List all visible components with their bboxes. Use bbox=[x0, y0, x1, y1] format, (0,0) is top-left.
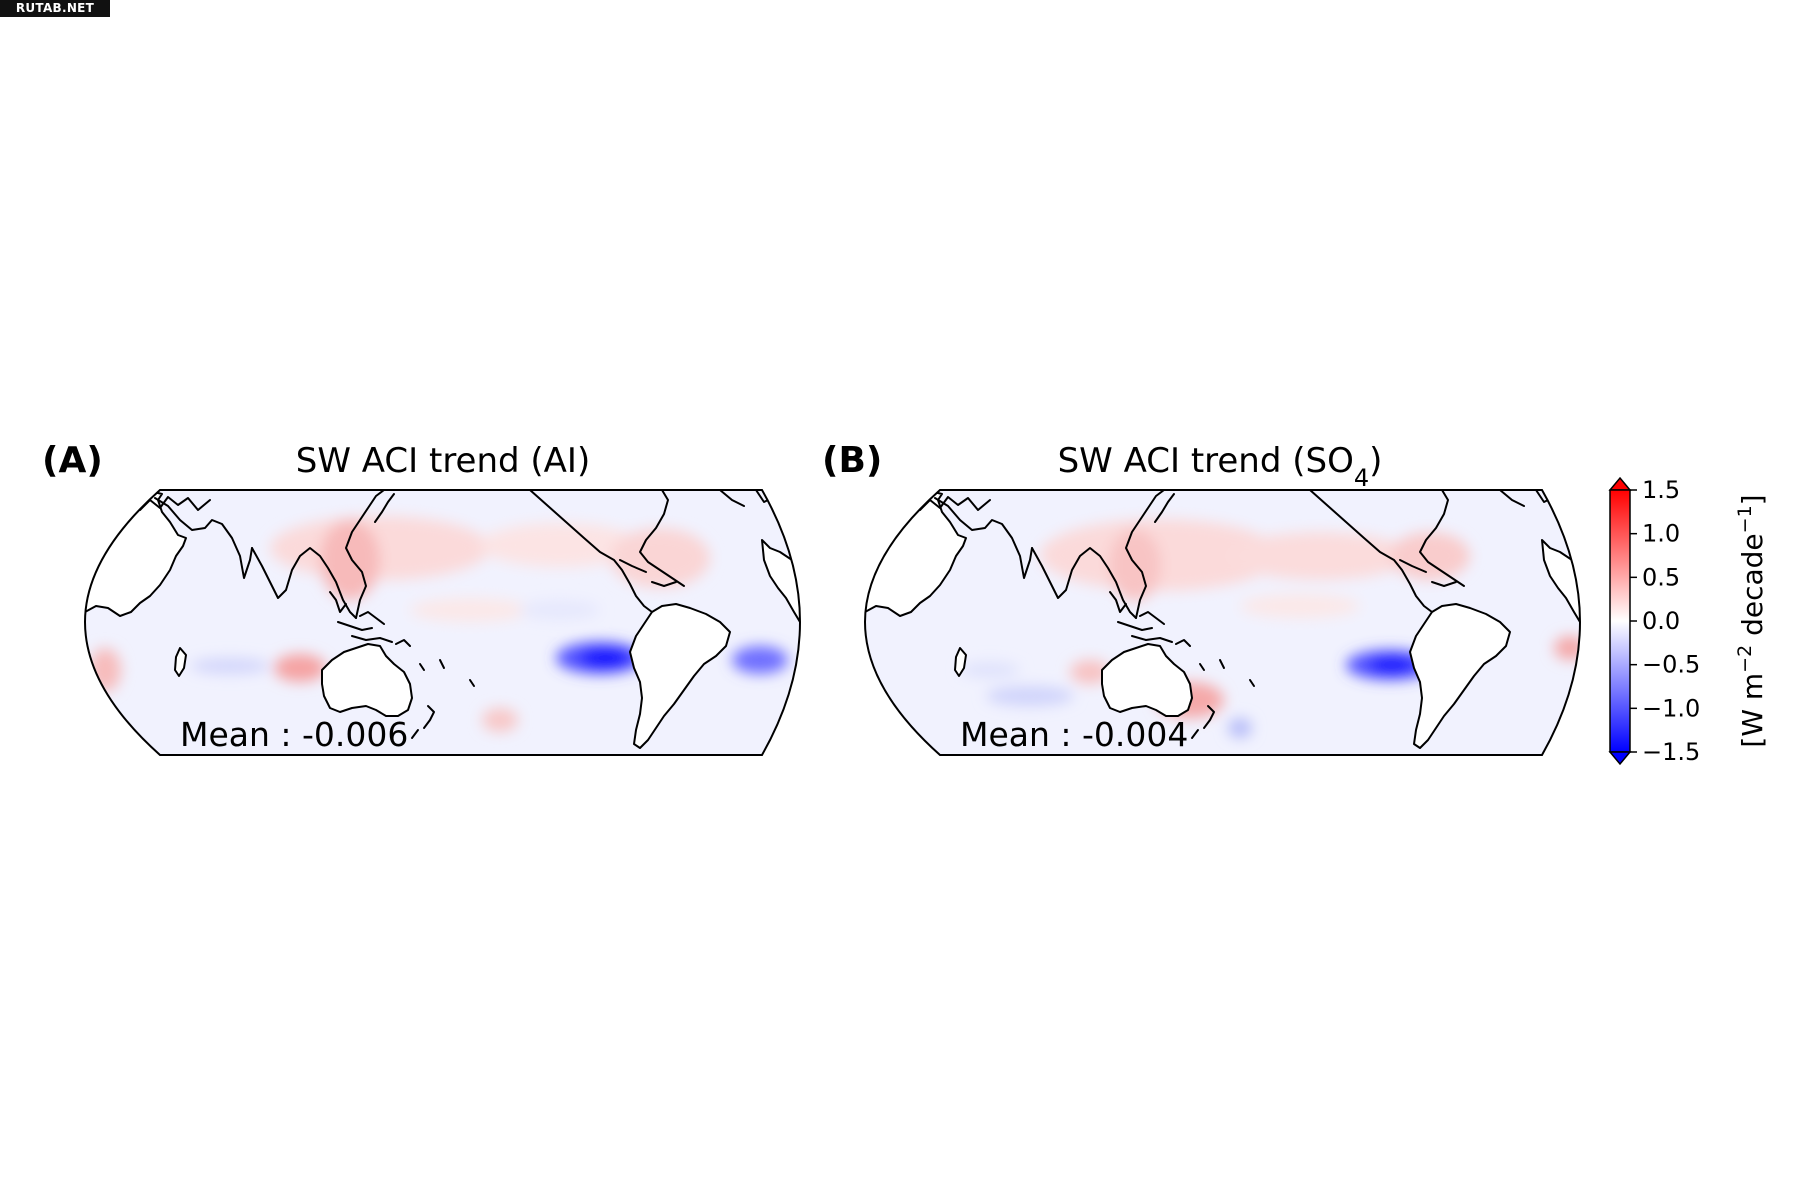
colorbar-extend-max bbox=[1608, 476, 1632, 491]
colorbar-label: [W m−2 decade−1] bbox=[1734, 494, 1769, 747]
panel-b-title: SW ACI trend (SO4) bbox=[1058, 441, 1383, 492]
colorbar-tick-label: −1.5 bbox=[1642, 738, 1700, 766]
colorbar: 1.5 1.0 0.5 0.0 −0.5 −1.0 −1.5 [W m−2 decade−1… bbox=[1608, 476, 1769, 766]
colorbar-extend-min bbox=[1608, 751, 1632, 766]
colorbar-tick-label: 0.0 bbox=[1642, 607, 1680, 635]
colorbar-tick-label: −0.5 bbox=[1642, 651, 1700, 679]
panel-a-mean-label: Mean : -0.006 bbox=[180, 715, 408, 754]
colorbar-tick-label: 1.5 bbox=[1642, 476, 1680, 504]
panel-a-trend-field bbox=[89, 516, 788, 732]
panel-a-title: SW ACI trend (AI) bbox=[296, 441, 590, 481]
panel-a-map bbox=[83, 489, 802, 756]
panel-b: (B) SW ACI trend (SO4) bbox=[822, 440, 1582, 756]
colorbar-tick-label: −1.0 bbox=[1642, 694, 1700, 722]
panel-a-letter: (A) bbox=[42, 440, 103, 481]
colorbar-ticks: 1.5 1.0 0.5 0.0 −0.5 −1.0 −1.5 bbox=[1630, 476, 1700, 766]
panel-a: (A) SW ACI trend (AI) bbox=[42, 440, 802, 756]
panel-b-frame bbox=[863, 489, 1582, 756]
panel-b-mean-label: Mean : -0.004 bbox=[960, 715, 1188, 754]
panel-b-map bbox=[863, 489, 1582, 756]
panel-a-frame bbox=[83, 489, 802, 756]
colorbar-tick-label: 0.5 bbox=[1642, 563, 1680, 591]
watermark: RUTAB.NET bbox=[0, 0, 110, 17]
panel-b-letter: (B) bbox=[822, 440, 882, 481]
colorbar-gradient bbox=[1609, 489, 1631, 753]
colorbar-tick-label: 1.0 bbox=[1642, 520, 1680, 548]
